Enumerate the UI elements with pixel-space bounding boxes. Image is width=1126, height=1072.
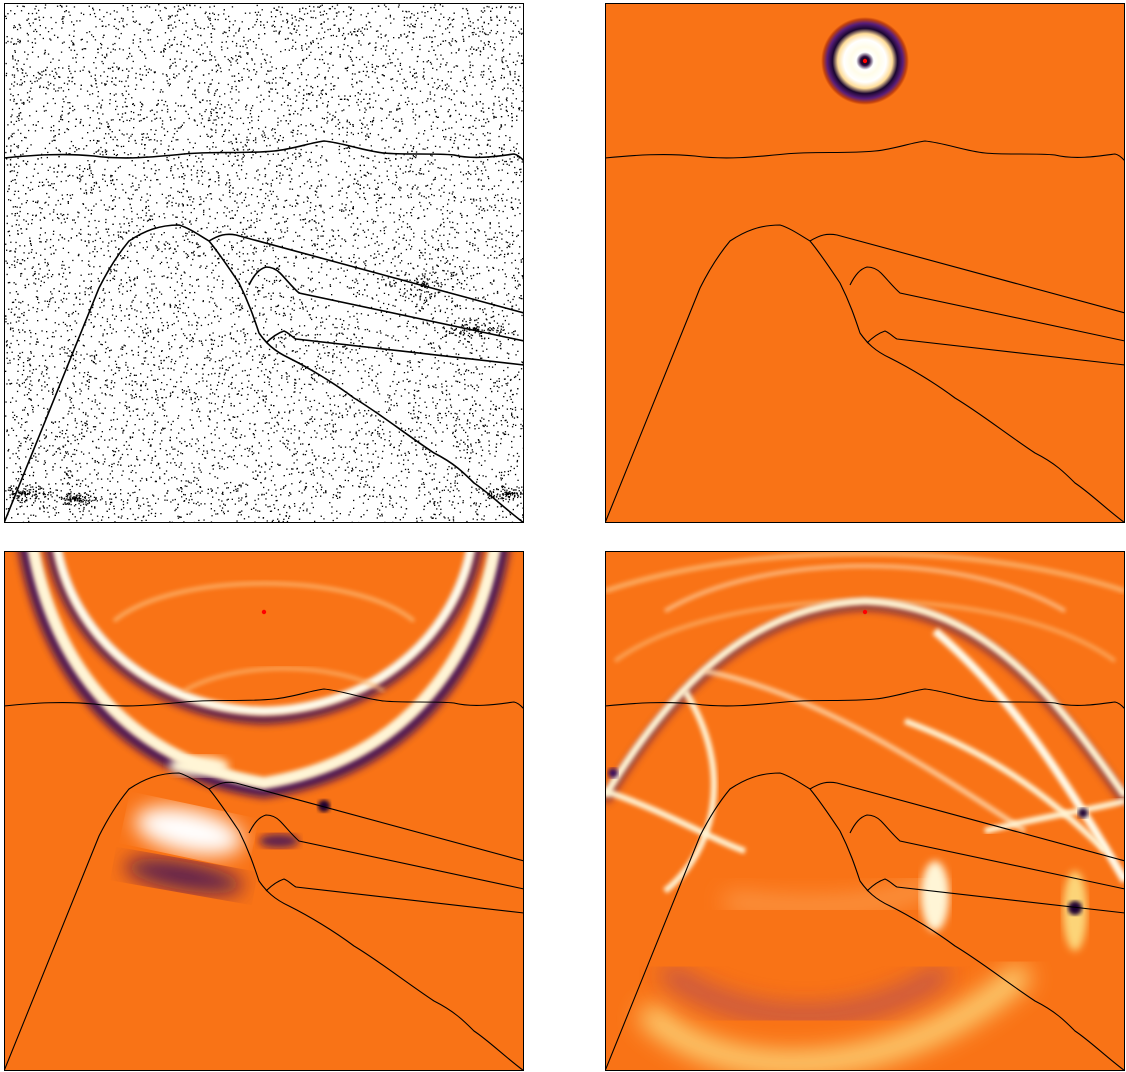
interface-line-5 (265, 330, 524, 366)
mesh-background (4, 3, 524, 523)
interface-line-2 (4, 772, 524, 1071)
interface-line-1 (4, 140, 524, 162)
wavefield-plot-3 (605, 551, 1125, 1071)
interface-line-1 (605, 140, 1125, 162)
panel-frame (605, 551, 1125, 1071)
interface-line-5 (265, 878, 524, 914)
interface-line-4 (849, 814, 1125, 890)
interface-line-1 (4, 688, 524, 710)
geology-interfaces (605, 688, 1125, 1071)
wavefield-panel-1 (605, 3, 1125, 523)
interface-line-4 (248, 814, 524, 890)
source-marker (862, 58, 868, 64)
panel-frame (605, 3, 1125, 523)
interface-line-4 (248, 266, 524, 342)
wavefield-panel-2 (4, 551, 524, 1071)
wavefield-panel-3 (605, 551, 1125, 1071)
wavefield-plot-1 (605, 3, 1125, 523)
mesh-plot (4, 3, 524, 523)
interface-line-3 (208, 233, 524, 314)
geology-interfaces (605, 140, 1125, 523)
wavefronts (605, 551, 1125, 1071)
mesh-panel (4, 3, 524, 523)
interface-line-5 (866, 330, 1125, 366)
source-marker (261, 609, 267, 615)
interface-line-2 (605, 224, 1125, 523)
panel-frame (4, 551, 524, 1071)
wavefield-plot-2 (4, 551, 524, 1071)
mesh-dots (4, 4, 524, 523)
interface-line-4 (849, 266, 1125, 342)
mesh-frame (4, 3, 524, 523)
geology-interfaces (4, 688, 524, 1071)
interface-line-2 (4, 224, 524, 523)
interface-line-3 (809, 233, 1125, 314)
geology-interfaces (4, 140, 524, 523)
interface-line-2 (605, 772, 1125, 1071)
interface-line-3 (208, 781, 524, 862)
interface-line-3 (809, 781, 1125, 862)
interface-line-1 (605, 688, 1125, 710)
source-marker (862, 609, 868, 615)
interface-line-5 (866, 878, 1125, 914)
